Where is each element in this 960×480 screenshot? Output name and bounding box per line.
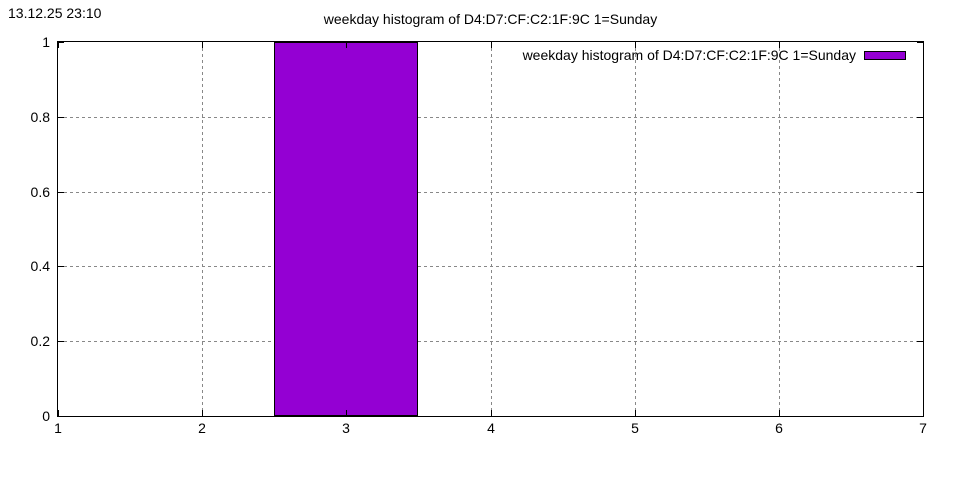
y-tick-mark-mirror	[917, 341, 923, 342]
gridline-vertical	[491, 42, 492, 416]
y-tick-mark-mirror	[917, 416, 923, 417]
x-tick-mark-mirror	[346, 42, 347, 48]
gridline-vertical	[779, 42, 780, 416]
legend-swatch-icon	[864, 50, 906, 60]
x-tick-mark	[202, 410, 203, 416]
x-tick-mark	[635, 410, 636, 416]
y-tick-label: 0.8	[30, 109, 50, 125]
gridline-horizontal	[58, 192, 923, 193]
x-tick-label: 6	[775, 420, 783, 436]
y-tick-mark	[58, 117, 64, 118]
y-tick-mark-mirror	[917, 117, 923, 118]
x-tick-mark	[779, 410, 780, 416]
x-tick-label: 1	[54, 420, 62, 436]
x-tick-mark-mirror	[779, 42, 780, 48]
x-tick-mark	[58, 410, 59, 416]
x-tick-mark-mirror	[58, 42, 59, 48]
y-tick-mark-mirror	[917, 192, 923, 193]
gridline-horizontal	[58, 341, 923, 342]
y-tick-label: 0.2	[30, 333, 50, 349]
y-tick-mark-mirror	[917, 42, 923, 43]
y-tick-label: 0.4	[30, 258, 50, 274]
legend: weekday histogram of D4:D7:CF:C2:1F:9C 1…	[523, 47, 906, 63]
x-tick-label: 5	[631, 420, 639, 436]
x-tick-label: 7	[919, 420, 927, 436]
gridline-vertical	[635, 42, 636, 416]
timestamp: 13.12.25 23:10	[8, 5, 102, 21]
x-tick-mark-mirror	[491, 42, 492, 48]
legend-label: weekday histogram of D4:D7:CF:C2:1F:9C 1…	[522, 47, 856, 63]
gridline-vertical	[202, 42, 203, 416]
chart-title: weekday histogram of D4:D7:CF:C2:1F:9C 1…	[323, 11, 658, 27]
x-tick-mark	[346, 410, 347, 416]
histogram-bar	[274, 42, 418, 416]
x-tick-mark	[923, 410, 924, 416]
y-tick-label: 1	[42, 34, 50, 50]
gridline-horizontal	[58, 266, 923, 267]
plot-area	[57, 41, 924, 417]
y-tick-mark	[58, 266, 64, 267]
y-tick-label: 0	[42, 408, 50, 424]
y-tick-mark	[58, 42, 64, 43]
y-tick-mark	[58, 192, 64, 193]
gridline-horizontal	[58, 117, 923, 118]
x-tick-label: 2	[198, 420, 206, 436]
x-tick-mark-mirror	[635, 42, 636, 48]
y-tick-mark	[58, 416, 64, 417]
y-tick-label: 0.6	[30, 184, 50, 200]
y-tick-mark	[58, 341, 64, 342]
x-tick-label: 3	[342, 420, 350, 436]
y-tick-mark-mirror	[917, 266, 923, 267]
x-tick-mark-mirror	[923, 42, 924, 48]
x-tick-mark	[491, 410, 492, 416]
x-tick-mark-mirror	[202, 42, 203, 48]
x-tick-label: 4	[487, 420, 495, 436]
